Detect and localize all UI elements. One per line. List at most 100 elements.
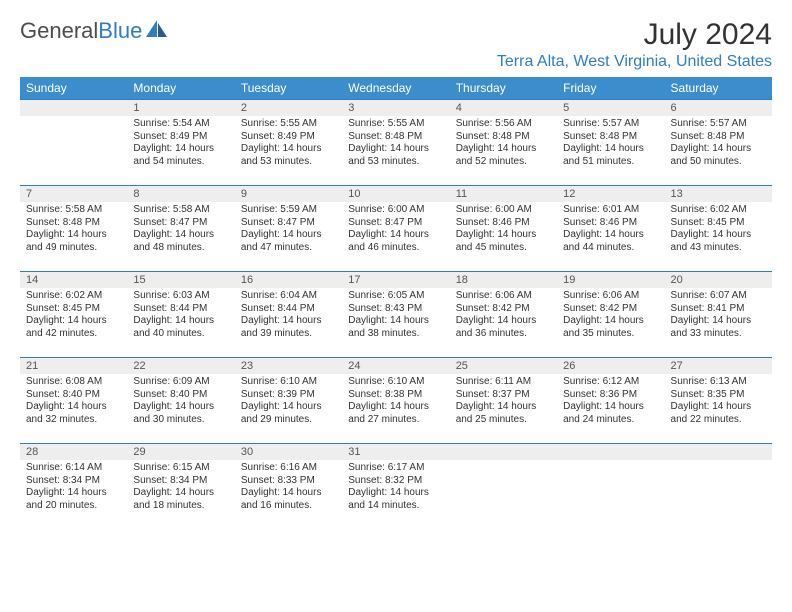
daylight-line: Daylight: 14 hours and 20 minutes. [26,487,121,512]
calendar-cell: 10Sunrise: 6:00 AMSunset: 8:47 PMDayligh… [342,185,449,271]
sunset-line: Sunset: 8:38 PM [348,389,443,402]
day-body: Sunrise: 6:17 AMSunset: 8:32 PMDaylight:… [342,460,449,516]
day-number: 18 [450,271,557,288]
day-number: 22 [127,357,234,374]
day-number: 13 [665,185,772,202]
calendar-cell [557,443,664,529]
daylight-line: Daylight: 14 hours and 35 minutes. [563,315,658,340]
sunrise-line: Sunrise: 6:08 AM [26,376,121,389]
sunset-line: Sunset: 8:47 PM [348,217,443,230]
day-body: Sunrise: 6:15 AMSunset: 8:34 PMDaylight:… [127,460,234,516]
calendar-cell: 5Sunrise: 5:57 AMSunset: 8:48 PMDaylight… [557,99,664,185]
day-body: Sunrise: 6:11 AMSunset: 8:37 PMDaylight:… [450,374,557,430]
calendar-cell: 30Sunrise: 6:16 AMSunset: 8:33 PMDayligh… [235,443,342,529]
sunrise-line: Sunrise: 5:59 AM [241,204,336,217]
calendar-cell: 26Sunrise: 6:12 AMSunset: 8:36 PMDayligh… [557,357,664,443]
sunrise-line: Sunrise: 6:10 AM [241,376,336,389]
day-body: Sunrise: 6:09 AMSunset: 8:40 PMDaylight:… [127,374,234,430]
calendar-cell: 25Sunrise: 6:11 AMSunset: 8:37 PMDayligh… [450,357,557,443]
calendar-head: SundayMondayTuesdayWednesdayThursdayFrid… [20,77,772,99]
weekday-header: Sunday [20,77,127,99]
sunset-line: Sunset: 8:48 PM [563,131,658,144]
sunrise-line: Sunrise: 5:58 AM [133,204,228,217]
sunset-line: Sunset: 8:36 PM [563,389,658,402]
day-body: Sunrise: 6:04 AMSunset: 8:44 PMDaylight:… [235,288,342,344]
sunrise-line: Sunrise: 5:54 AM [133,118,228,131]
daylight-line: Daylight: 14 hours and 27 minutes. [348,401,443,426]
calendar-cell: 11Sunrise: 6:00 AMSunset: 8:46 PMDayligh… [450,185,557,271]
sunset-line: Sunset: 8:48 PM [456,131,551,144]
day-body: Sunrise: 5:56 AMSunset: 8:48 PMDaylight:… [450,116,557,172]
sunset-line: Sunset: 8:34 PM [26,475,121,488]
sunset-line: Sunset: 8:32 PM [348,475,443,488]
sunrise-line: Sunrise: 5:55 AM [348,118,443,131]
sunset-line: Sunset: 8:41 PM [671,303,766,316]
day-number: 29 [127,443,234,460]
day-body: Sunrise: 6:07 AMSunset: 8:41 PMDaylight:… [665,288,772,344]
day-body: Sunrise: 5:58 AMSunset: 8:47 PMDaylight:… [127,202,234,258]
empty-day [20,99,127,116]
calendar-cell [665,443,772,529]
title-block: July 2024 Terra Alta, West Virginia, Uni… [497,18,772,71]
day-number: 15 [127,271,234,288]
sunset-line: Sunset: 8:47 PM [133,217,228,230]
weekday-header: Saturday [665,77,772,99]
sunrise-line: Sunrise: 6:14 AM [26,462,121,475]
day-number: 8 [127,185,234,202]
sunrise-line: Sunrise: 6:03 AM [133,290,228,303]
logo-word-blue: Blue [98,18,142,44]
day-number: 11 [450,185,557,202]
day-body: Sunrise: 6:06 AMSunset: 8:42 PMDaylight:… [450,288,557,344]
daylight-line: Daylight: 14 hours and 46 minutes. [348,229,443,254]
daylight-line: Daylight: 14 hours and 33 minutes. [671,315,766,340]
daylight-line: Daylight: 14 hours and 54 minutes. [133,143,228,168]
sunrise-line: Sunrise: 6:02 AM [671,204,766,217]
day-number: 19 [557,271,664,288]
calendar-cell: 3Sunrise: 5:55 AMSunset: 8:48 PMDaylight… [342,99,449,185]
day-body: Sunrise: 5:55 AMSunset: 8:48 PMDaylight:… [342,116,449,172]
day-number: 4 [450,99,557,116]
calendar-cell: 9Sunrise: 5:59 AMSunset: 8:47 PMDaylight… [235,185,342,271]
day-body: Sunrise: 5:58 AMSunset: 8:48 PMDaylight:… [20,202,127,258]
sunset-line: Sunset: 8:49 PM [133,131,228,144]
sunrise-line: Sunrise: 5:56 AM [456,118,551,131]
day-number: 3 [342,99,449,116]
day-body: Sunrise: 6:14 AMSunset: 8:34 PMDaylight:… [20,460,127,516]
sunset-line: Sunset: 8:45 PM [26,303,121,316]
day-body: Sunrise: 6:03 AMSunset: 8:44 PMDaylight:… [127,288,234,344]
day-number: 26 [557,357,664,374]
calendar-cell [20,99,127,185]
sunset-line: Sunset: 8:39 PM [241,389,336,402]
daylight-line: Daylight: 14 hours and 44 minutes. [563,229,658,254]
sunrise-line: Sunrise: 6:16 AM [241,462,336,475]
day-body: Sunrise: 6:06 AMSunset: 8:42 PMDaylight:… [557,288,664,344]
daylight-line: Daylight: 14 hours and 40 minutes. [133,315,228,340]
sunset-line: Sunset: 8:40 PM [26,389,121,402]
day-body: Sunrise: 6:05 AMSunset: 8:43 PMDaylight:… [342,288,449,344]
calendar-cell: 6Sunrise: 5:57 AMSunset: 8:48 PMDaylight… [665,99,772,185]
sunset-line: Sunset: 8:37 PM [456,389,551,402]
empty-day [557,443,664,460]
day-body: Sunrise: 6:02 AMSunset: 8:45 PMDaylight:… [20,288,127,344]
day-body: Sunrise: 6:10 AMSunset: 8:38 PMDaylight:… [342,374,449,430]
weekday-header: Thursday [450,77,557,99]
day-number: 25 [450,357,557,374]
empty-day [665,443,772,460]
daylight-line: Daylight: 14 hours and 14 minutes. [348,487,443,512]
weekday-header: Monday [127,77,234,99]
day-body: Sunrise: 5:57 AMSunset: 8:48 PMDaylight:… [557,116,664,172]
day-body: Sunrise: 5:54 AMSunset: 8:49 PMDaylight:… [127,116,234,172]
sunset-line: Sunset: 8:48 PM [348,131,443,144]
calendar-cell: 17Sunrise: 6:05 AMSunset: 8:43 PMDayligh… [342,271,449,357]
calendar-cell: 18Sunrise: 6:06 AMSunset: 8:42 PMDayligh… [450,271,557,357]
daylight-line: Daylight: 14 hours and 22 minutes. [671,401,766,426]
calendar-cell: 2Sunrise: 5:55 AMSunset: 8:49 PMDaylight… [235,99,342,185]
sunrise-line: Sunrise: 6:17 AM [348,462,443,475]
daylight-line: Daylight: 14 hours and 52 minutes. [456,143,551,168]
sunrise-line: Sunrise: 6:07 AM [671,290,766,303]
daylight-line: Daylight: 14 hours and 43 minutes. [671,229,766,254]
calendar-cell: 8Sunrise: 5:58 AMSunset: 8:47 PMDaylight… [127,185,234,271]
header: GeneralBlue July 2024 Terra Alta, West V… [20,18,772,71]
sunrise-line: Sunrise: 6:00 AM [456,204,551,217]
calendar-cell: 28Sunrise: 6:14 AMSunset: 8:34 PMDayligh… [20,443,127,529]
